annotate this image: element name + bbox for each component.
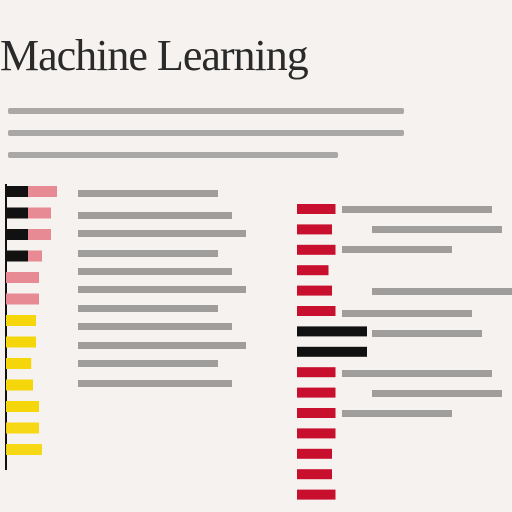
intro-line-2: [8, 130, 404, 136]
chart1-bar: [6, 379, 33, 391]
intro-line-1: [8, 108, 404, 114]
chart2-row-text: [342, 410, 452, 417]
chart1-bar: [28, 229, 51, 240]
chart2-bar: [297, 448, 332, 459]
chart2-bar: [297, 408, 336, 418]
chart1-bar: [6, 315, 36, 326]
chart1-row-text: [78, 323, 232, 330]
chart2-row-text: [342, 206, 492, 213]
chart2-row-text: [342, 370, 492, 377]
chart1-bar: [6, 358, 32, 369]
chart1-row-text: [78, 380, 232, 387]
chart2-bar: [297, 244, 336, 255]
chart1-row-text: [78, 230, 246, 237]
chart2-bar: [297, 346, 367, 357]
chart2-bar: [297, 326, 367, 337]
chart2-row-text: [372, 330, 482, 337]
chart1-bar: [6, 422, 39, 434]
chart1-bar-base: [6, 186, 28, 197]
chart2-row-text: [372, 390, 502, 397]
chart2-bar: [297, 469, 332, 480]
chart1-bar-base: [6, 207, 28, 219]
chart1-bar: [28, 207, 51, 219]
chart2-bar: [297, 224, 332, 235]
chart2-bar: [297, 265, 329, 276]
chart2-bar: [297, 367, 336, 378]
intro-line-3: [8, 152, 338, 158]
chart1-bar: [6, 336, 36, 348]
chart2-bar: [297, 204, 336, 214]
chart2-row-text: [342, 246, 452, 253]
chart2-bar: [297, 387, 336, 398]
chart1-bar-base: [6, 250, 28, 262]
chart1-row-text: [78, 342, 246, 349]
chart2-bar: [297, 285, 332, 296]
chart1-bar: [28, 186, 57, 197]
chart1-row-text: [78, 286, 246, 293]
page-title: Machine Learning: [0, 31, 309, 80]
chart1-row-text: [78, 250, 218, 257]
chart1-row-text: [78, 268, 232, 275]
chart1-bar: [6, 444, 42, 455]
chart2-row-text: [372, 288, 512, 295]
chart1-row-text: [78, 212, 232, 219]
chart1-bar: [6, 293, 39, 305]
chart2-row-text: [342, 310, 472, 317]
chart1-bar: [6, 401, 39, 412]
chart1-row-text: [78, 305, 218, 312]
chart1-row-text: [78, 360, 218, 367]
chart2-bar: [297, 306, 336, 316]
chart1-bar-base: [6, 229, 28, 240]
chart2-bar: [297, 428, 336, 439]
chart2-row-text: [372, 226, 502, 233]
chart1-row-text: [78, 190, 218, 197]
chart1-bar: [6, 272, 39, 283]
chart2-bar: [297, 489, 336, 500]
chart1-bar: [28, 250, 42, 262]
